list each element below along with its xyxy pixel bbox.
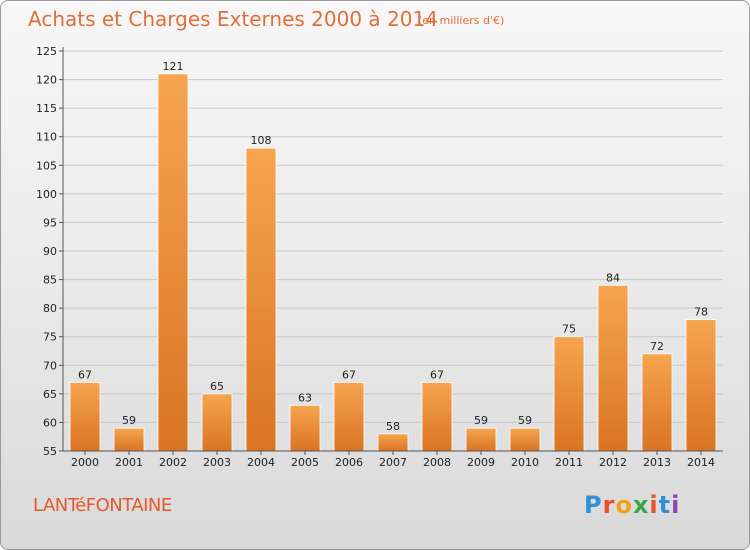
y-tick-label: 115 [36,102,57,115]
logo-letter: P [584,491,603,519]
bar-2009 [465,427,497,452]
data-label-2007: 58 [386,420,400,433]
bar-2007 [377,433,409,452]
x-tick-label: 2001 [115,456,143,469]
bar-2010 [509,427,541,452]
x-tick-label: 2004 [247,456,275,469]
commune-name: LANTéFONTAINE [33,495,172,516]
y-tick-label: 95 [43,216,57,229]
data-label-2006: 67 [342,368,356,381]
y-tick-label: 85 [43,274,57,287]
x-tick-label: 2011 [555,456,583,469]
x-tick-label: 2006 [335,456,363,469]
x-tick-label: 2009 [467,456,495,469]
bar-2004 [245,147,277,452]
x-tick-label: 2005 [291,456,319,469]
proxiti-logo[interactable]: Proxiti [584,491,680,519]
data-label-2003: 65 [210,380,224,393]
data-label-2002: 121 [163,60,184,73]
x-tick-label: 2013 [643,456,671,469]
chart-subtitle: (en milliers d'€) [418,14,505,27]
bar-2002 [157,73,189,452]
x-tick-label: 2003 [203,456,231,469]
y-tick-label: 75 [43,331,57,344]
y-tick-label: 100 [36,188,57,201]
logo-letter: o [615,491,633,519]
bar-2005 [289,404,321,452]
data-label-2009: 59 [474,414,488,427]
axes: 55 60 65 70 75 80 85 90 95 100 105 110 115 120 125 2000… [36,45,723,469]
x-tick-label: 2007 [379,456,407,469]
data-label-2008: 67 [430,368,444,381]
data-labels: 67 59 121 65 108 63 67 58 67 59 59 75 84 72 78 [78,60,708,433]
x-tick-label: 2012 [599,456,627,469]
bar-2008 [421,382,453,452]
data-label-2014: 78 [694,306,708,319]
bar-2006 [333,382,365,452]
x-tick-label: 2008 [423,456,451,469]
x-tick-label: 2010 [511,456,539,469]
y-tick-label: 125 [36,45,57,58]
logo-letter: t [658,491,672,519]
data-label-2005: 63 [298,391,312,404]
x-tick-label: 2002 [159,456,187,469]
bar-2001 [113,427,145,452]
bar-2014 [685,319,717,452]
logo-letter: x [632,491,650,519]
data-label-2004: 108 [251,134,272,147]
bar-2013 [641,353,673,452]
x-tick-label: 2000 [71,456,99,469]
data-label-2013: 72 [650,340,664,353]
y-tick-label: 80 [43,302,57,315]
data-label-2000: 67 [78,368,92,381]
y-tick-label: 65 [43,388,57,401]
logo-letter: i [649,491,659,519]
x-tick-label: 2014 [687,456,715,469]
bar-2003 [201,393,233,452]
y-tick-label: 120 [36,74,57,87]
y-tick-label: 60 [43,416,57,429]
data-label-2012: 84 [606,271,620,284]
data-label-2010: 59 [518,414,532,427]
bar-2011 [553,336,585,452]
y-tick-label: 70 [43,359,57,372]
data-label-2001: 59 [122,414,136,427]
y-tick-label: 90 [43,245,57,258]
chart-title: Achats et Charges Externes 2000 à 2014 [28,7,438,31]
data-label-2011: 75 [562,323,576,336]
bar-2000 [69,382,101,452]
bars [69,73,717,452]
y-tick-label: 110 [36,131,57,144]
logo-letter: i [671,491,681,519]
y-tick-label: 105 [36,159,57,172]
y-tick-label: 55 [43,445,57,458]
logo-letter: r [602,491,616,519]
bar-2012 [597,284,629,452]
